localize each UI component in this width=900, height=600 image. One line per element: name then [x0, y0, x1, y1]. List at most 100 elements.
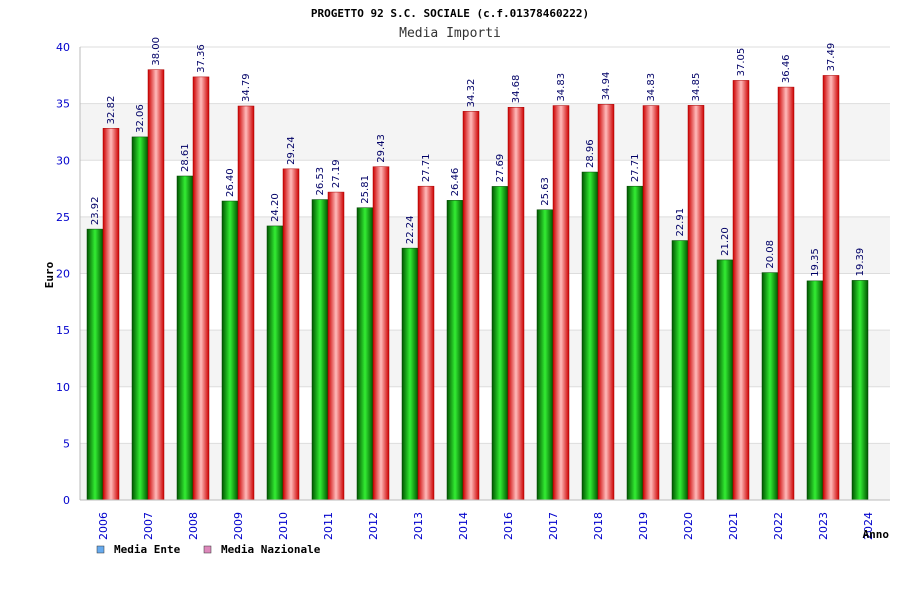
value-labels-group: 23.92 32.82 32.06 38.00 28.61 37.36 26.40 34.79… [90, 37, 866, 277]
legend-label-media-nazionale: Media Nazionale [221, 543, 321, 556]
bar-value-label: 28.61 [180, 143, 191, 172]
x-tick-labels: 2006 2007 2008 2009 2010 2011 2012 2013 2014 2016… [97, 512, 875, 540]
plot-band [80, 386, 890, 444]
bar-media-ente [581, 171, 599, 501]
bar-value-label: 32.82 [106, 96, 117, 125]
legend-label-media-ente: Media Ente [114, 543, 181, 556]
legend: Media Ente Media Nazionale [96, 543, 321, 556]
bar-media-ente [356, 207, 374, 501]
x-tick-label: 2007 [142, 512, 155, 540]
bar-media-ente [446, 200, 464, 501]
x-tick-label: 2021 [727, 512, 740, 540]
y-tick-label: 25 [56, 211, 70, 224]
y-tick-label: 20 [56, 268, 70, 281]
bar-media-nazionale [192, 76, 210, 501]
axes-group [79, 47, 890, 501]
x-tick-label: 2013 [412, 512, 425, 540]
bar-value-label: 34.79 [241, 73, 252, 102]
x-tick-label: 2017 [547, 512, 560, 540]
bar-media-nazionale [372, 166, 390, 501]
plot-band [80, 443, 890, 500]
y-tick-label: 40 [56, 41, 70, 54]
x-tick-label: 2020 [682, 512, 695, 540]
bar-media-ente [131, 136, 149, 501]
bar-media-nazionale [777, 86, 795, 501]
x-tick-label: 2012 [367, 512, 380, 540]
y-axis-label: Euro [43, 261, 56, 288]
bar-media-nazionale [642, 105, 660, 501]
y-tick-label: 30 [56, 154, 70, 167]
plot-band [80, 216, 890, 274]
bar-media-ente [536, 209, 554, 501]
bar-value-label: 38.00 [151, 37, 162, 66]
bar-media-nazionale [462, 111, 480, 501]
bar-media-nazionale [687, 105, 705, 501]
plot-background [80, 47, 890, 500]
bar-value-label: 26.46 [450, 168, 461, 197]
bar-value-label: 25.63 [540, 177, 551, 206]
bar-media-nazionale [552, 105, 570, 501]
y-tick-label: 10 [56, 381, 70, 394]
x-tick-label: 2022 [772, 512, 785, 540]
legend-swatch-media-ente [96, 545, 105, 554]
x-tick-label: 2014 [457, 512, 470, 540]
y-tick-labels: 0 5 10 15 20 25 30 35 40 [56, 41, 70, 507]
bar-value-label: 34.68 [511, 75, 522, 104]
chart-subtitle: Media Importi [399, 26, 501, 41]
bar-value-label: 36.46 [781, 54, 792, 83]
plot-band [80, 47, 890, 104]
bar-value-label: 27.69 [495, 154, 506, 183]
bar-media-nazionale [732, 80, 750, 501]
bar-value-label: 34.94 [601, 72, 612, 101]
bar-media-nazionale [282, 168, 300, 501]
bar-value-label: 21.20 [720, 227, 731, 256]
bar-value-label: 34.83 [646, 73, 657, 102]
bar-media-nazionale [327, 191, 345, 501]
bar-value-label: 23.92 [90, 196, 101, 225]
bar-value-label: 26.40 [225, 168, 236, 197]
y-tick-label: 35 [56, 98, 70, 111]
bar-value-label: 29.24 [286, 136, 297, 165]
bar-value-label: 27.71 [630, 154, 641, 183]
bar-media-nazionale [822, 75, 840, 501]
bar-value-label: 24.20 [270, 193, 281, 222]
bar-value-label: 26.53 [315, 167, 326, 196]
bar-media-ente [851, 280, 869, 501]
bar-value-label: 32.06 [135, 104, 146, 133]
x-tick-label: 2023 [817, 512, 830, 540]
bar-media-ente [626, 185, 644, 501]
bar-media-ente [806, 280, 824, 501]
bar-media-nazionale [237, 105, 255, 501]
bar-value-label: 37.36 [196, 44, 207, 73]
bar-value-label: 25.81 [360, 175, 371, 204]
bar-media-nazionale [597, 104, 615, 501]
bar-media-ente [221, 200, 239, 501]
x-tick-label: 2024 [862, 512, 875, 540]
bar-value-label: 28.96 [585, 139, 596, 168]
bar-value-label: 27.71 [421, 154, 432, 183]
x-tick-label: 2009 [232, 512, 245, 540]
bar-value-label: 37.05 [736, 48, 747, 77]
x-tick-label: 2006 [97, 512, 110, 540]
x-tick-label: 2018 [592, 512, 605, 540]
bar-value-label: 27.19 [331, 159, 342, 188]
legend-swatch-media-nazionale [203, 545, 212, 554]
bar-media-ente [176, 175, 194, 501]
bar-value-label: 34.85 [691, 73, 702, 102]
x-tick-label: 2016 [502, 512, 515, 540]
plot-band [80, 103, 890, 161]
y-tick-label: 15 [56, 324, 70, 337]
bar-media-ente [401, 247, 419, 501]
bar-value-label: 19.39 [855, 248, 866, 277]
plot-band [80, 160, 890, 217]
bar-media-nazionale [417, 185, 435, 501]
bar-value-label: 34.83 [556, 73, 567, 102]
chart-title: PROGETTO 92 S.C. SOCIALE (c.f.0137846022… [311, 7, 589, 20]
bar-media-ente [761, 272, 779, 501]
bar-media-nazionale [507, 106, 525, 501]
bar-value-label: 34.32 [466, 79, 477, 108]
bar-value-label: 20.08 [765, 240, 776, 269]
bar-media-ente [266, 225, 284, 501]
bar-media-ente [491, 186, 509, 501]
